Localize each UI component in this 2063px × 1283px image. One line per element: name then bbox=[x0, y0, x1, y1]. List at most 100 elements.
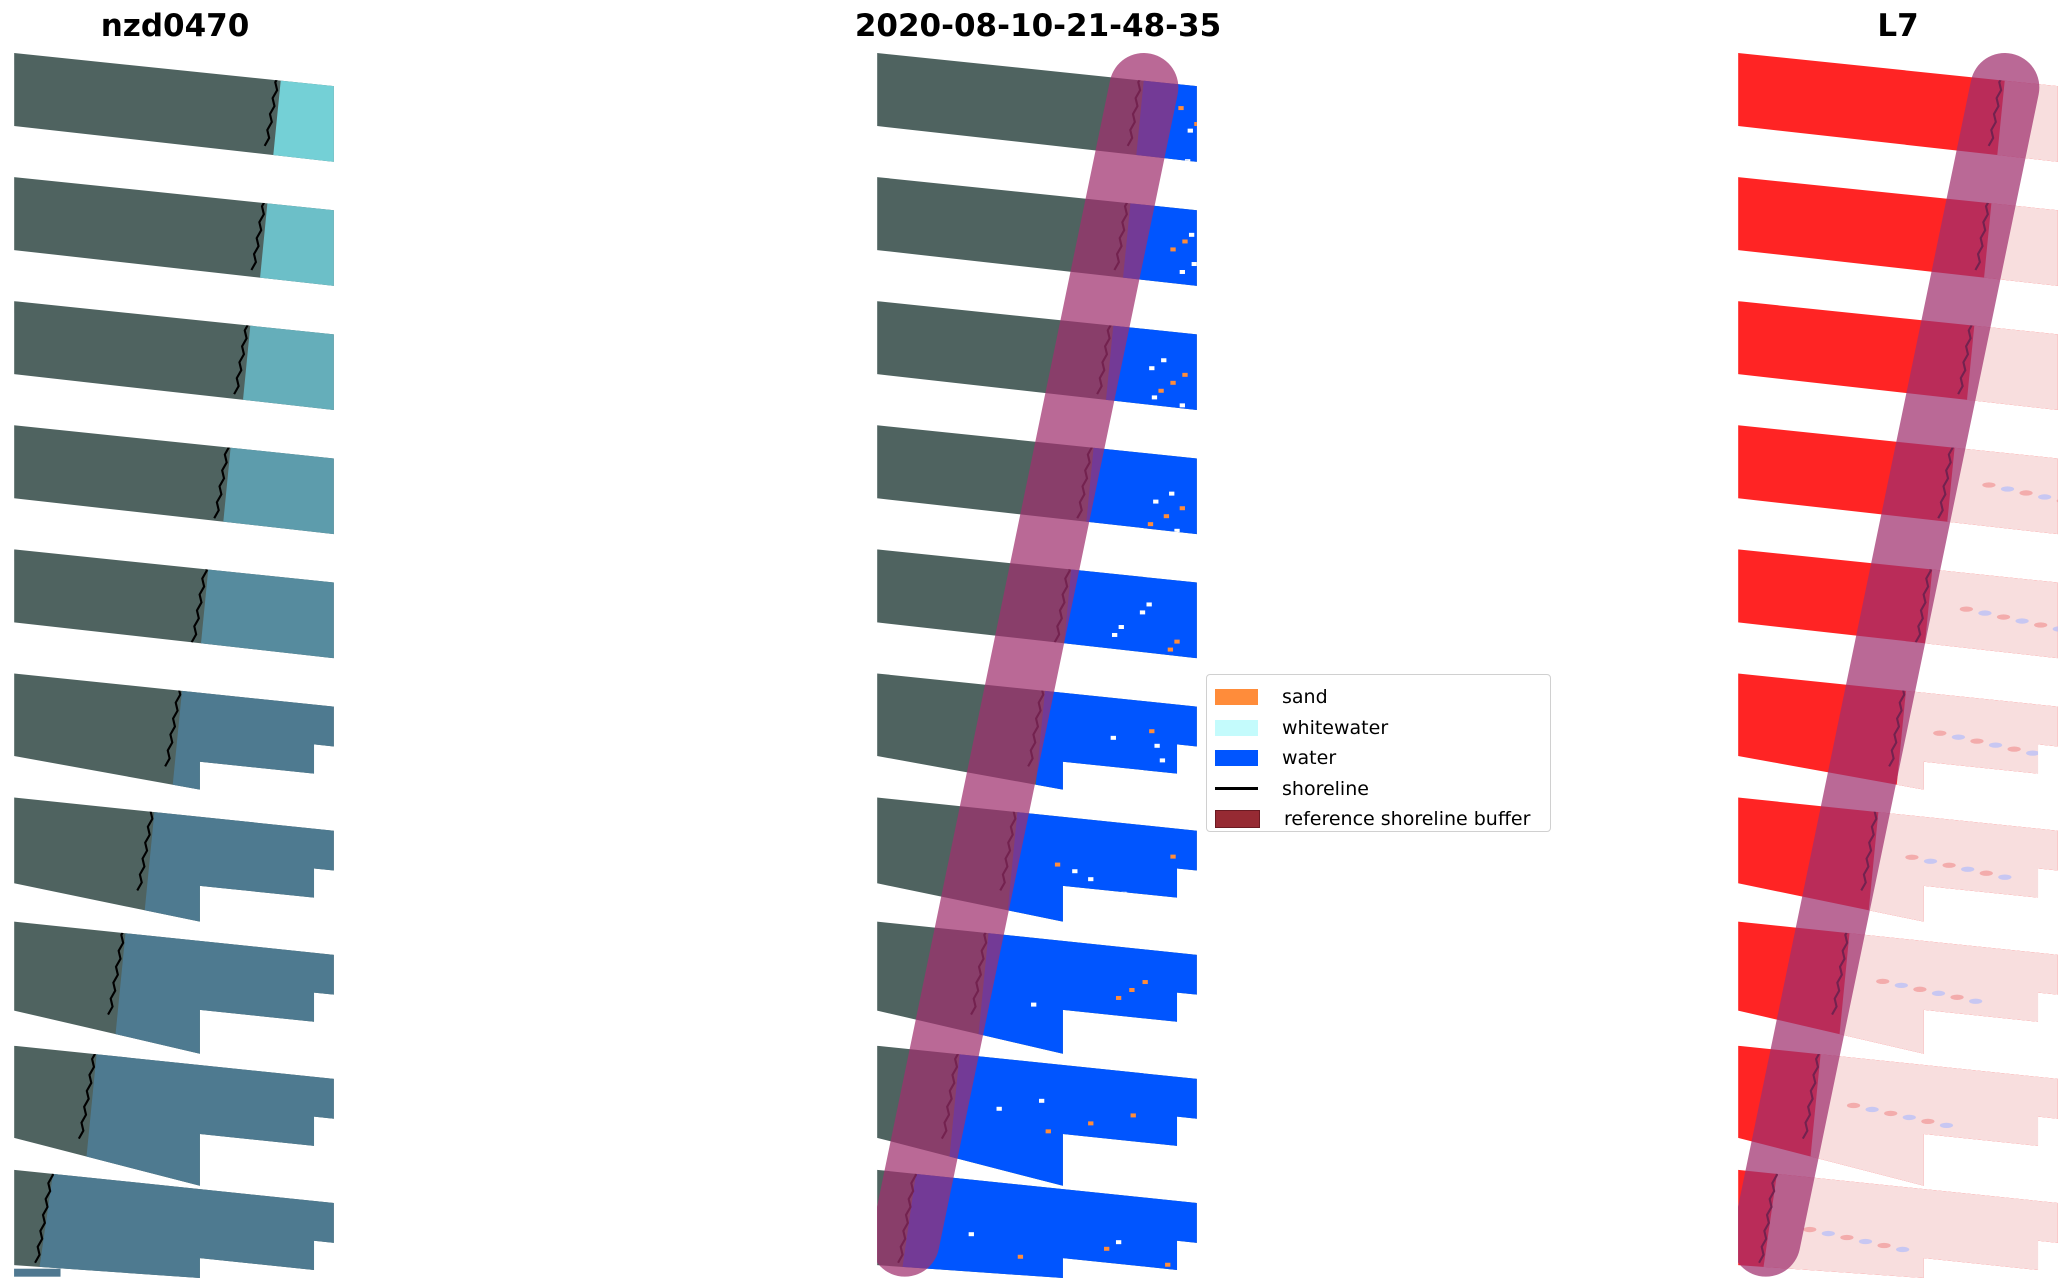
water-area bbox=[237, 301, 334, 411]
legend-item-sand: sand bbox=[1215, 682, 1542, 713]
whitewater-patch bbox=[1066, 1272, 1073, 1277]
shoreline bbox=[34, 1169, 54, 1264]
index-texture bbox=[1961, 866, 1975, 872]
index-texture bbox=[1931, 990, 1946, 996]
legend-label: sand bbox=[1282, 686, 1328, 709]
index-texture bbox=[1913, 986, 1927, 992]
reference-shoreline-buffer bbox=[1738, 53, 2040, 1277]
sand-patch bbox=[1163, 514, 1170, 519]
sand-patch bbox=[1147, 522, 1154, 527]
whitewater-patch bbox=[1080, 1025, 1086, 1030]
whitewater-patch bbox=[1038, 1098, 1045, 1103]
panel-classified bbox=[877, 53, 1197, 1278]
whitewater-patch bbox=[1139, 610, 1146, 615]
whitewater-patch bbox=[1169, 491, 1175, 496]
water-area bbox=[1080, 425, 1197, 535]
panel-water-index bbox=[1738, 53, 2058, 1278]
sand-patch bbox=[1174, 639, 1180, 644]
whitewater-patch bbox=[1151, 395, 1158, 400]
sand-patch bbox=[1194, 122, 1197, 126]
index-texture bbox=[2038, 494, 2052, 500]
index-texture bbox=[1876, 978, 1890, 985]
water-area bbox=[267, 53, 334, 162]
water-area bbox=[1864, 797, 2058, 922]
reference-shoreline-buffer bbox=[877, 53, 1179, 1277]
whitewater-patch bbox=[1137, 1143, 1143, 1148]
index-texture bbox=[1803, 1226, 1817, 1233]
index-texture bbox=[1996, 614, 2011, 620]
index-texture bbox=[1902, 1114, 1916, 1121]
index-texture bbox=[1905, 854, 1919, 860]
image-strip bbox=[14, 549, 334, 659]
index-texture bbox=[1858, 1238, 1873, 1245]
whitewater-patch bbox=[1179, 269, 1185, 274]
sand-patch bbox=[1182, 239, 1188, 244]
sand-patch bbox=[1129, 988, 1135, 992]
whitewater-patch bbox=[1115, 1240, 1122, 1245]
sand-patch bbox=[1115, 995, 1122, 1000]
whitewater-patch bbox=[1088, 877, 1094, 882]
legend-item-water: water bbox=[1215, 743, 1542, 774]
whitewater-patch bbox=[1137, 899, 1143, 904]
whitewater-patch bbox=[1178, 1010, 1184, 1015]
index-texture bbox=[1950, 994, 1964, 1000]
sand-patch bbox=[1165, 773, 1171, 777]
whitewater-patch bbox=[1179, 1135, 1185, 1140]
sand-patch bbox=[1149, 729, 1155, 734]
panel-title-date: 2020-08-10-21-48-35 bbox=[854, 8, 1222, 44]
water-area bbox=[1941, 425, 2058, 535]
whitewater-patch bbox=[1146, 602, 1152, 607]
whitewater-patch bbox=[1179, 403, 1185, 408]
index-texture bbox=[1865, 1106, 1879, 1113]
legend-item-shoreline: shoreline bbox=[1215, 774, 1542, 805]
sand-patch bbox=[1170, 380, 1176, 385]
sand-patch bbox=[1088, 1121, 1094, 1126]
index-texture bbox=[2019, 490, 2033, 496]
index-texture bbox=[1969, 998, 1983, 1004]
whitewater-patch bbox=[1191, 262, 1197, 267]
index-texture bbox=[1894, 982, 1908, 989]
index-texture bbox=[1979, 870, 1993, 876]
whitewater-patch bbox=[1110, 735, 1116, 740]
shoreline bbox=[107, 921, 127, 1016]
water-area bbox=[254, 177, 334, 286]
panel-title-image-name: nzd0470 bbox=[100, 8, 250, 44]
sand-patch bbox=[1165, 1262, 1171, 1267]
whitewater-patch bbox=[1072, 869, 1078, 874]
index-texture bbox=[1988, 742, 2003, 748]
index-texture bbox=[2007, 746, 2021, 752]
sand-patch bbox=[1105, 780, 1111, 785]
water-area bbox=[1918, 549, 2058, 659]
legend-label: whitewater bbox=[1282, 716, 1389, 739]
water-area bbox=[168, 673, 334, 790]
whitewater-patch bbox=[1031, 1002, 1037, 1007]
legend-item-buffer: reference shoreline buffer bbox=[1215, 804, 1542, 835]
whitewater-patch bbox=[968, 1232, 974, 1237]
whitewater-patch bbox=[1111, 632, 1118, 637]
index-texture bbox=[1921, 1118, 1935, 1125]
sand-patch bbox=[1104, 1246, 1110, 1251]
whitewater-patch bbox=[1158, 537, 1163, 541]
index-texture bbox=[2052, 626, 2058, 632]
index-texture bbox=[1846, 1102, 1861, 1109]
sand-patch bbox=[1130, 1113, 1136, 1118]
sand-patch bbox=[1142, 980, 1148, 985]
index-texture bbox=[1998, 874, 2012, 880]
water-area bbox=[1003, 797, 1197, 922]
sand-patch bbox=[1161, 655, 1167, 659]
sand-patch bbox=[1158, 388, 1164, 393]
index-texture bbox=[1933, 730, 1947, 736]
legend-line bbox=[1215, 787, 1258, 791]
index-texture bbox=[1959, 606, 1973, 612]
water-area bbox=[37, 1169, 334, 1278]
legend-swatch bbox=[1215, 810, 1260, 829]
legend-swatch bbox=[1215, 750, 1258, 767]
index-texture bbox=[1982, 482, 1996, 488]
index-texture bbox=[1939, 1122, 1954, 1129]
whitewater-patch bbox=[1174, 528, 1180, 533]
sand-patch bbox=[1170, 247, 1176, 252]
whitewater-patch bbox=[1153, 1269, 1159, 1274]
legend-item-whitewater: whitewater bbox=[1215, 713, 1542, 744]
index-texture bbox=[1884, 1110, 1898, 1117]
index-texture bbox=[1923, 858, 1938, 864]
